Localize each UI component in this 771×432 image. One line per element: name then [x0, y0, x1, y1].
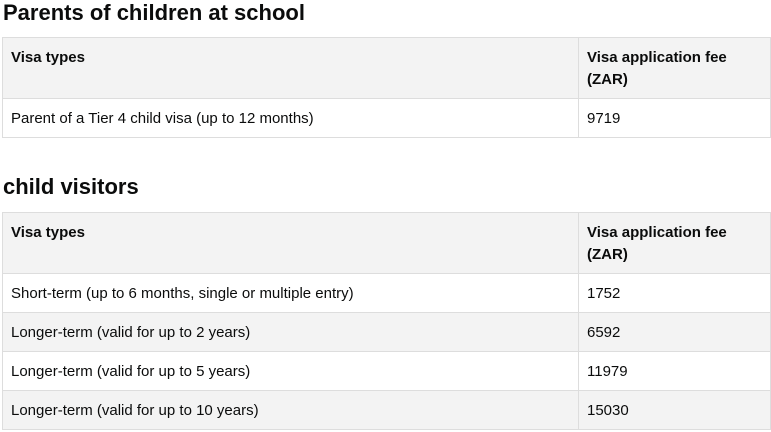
fee-cell: 15030	[578, 390, 771, 430]
section-title-parents: Parents of children at school	[3, 0, 305, 25]
section-title-child-visitors: child visitors	[3, 174, 139, 199]
table-row: Longer-term (valid for up to 5 years) 11…	[2, 351, 771, 391]
fee-cell: 1752	[578, 273, 771, 313]
fee-cell: 6592	[578, 312, 771, 352]
table-row: Parent of a Tier 4 child visa (up to 12 …	[2, 98, 771, 138]
fees-table-parents: Visa types Visa application fee (ZAR) Pa…	[2, 37, 771, 138]
visa-type-cell: Short-term (up to 6 months, single or mu…	[2, 273, 579, 313]
table-row: Longer-term (valid for up to 10 years) 1…	[2, 390, 771, 430]
column-header-visa-types: Visa types	[2, 37, 579, 99]
visa-type-cell: Longer-term (valid for up to 5 years)	[2, 351, 579, 391]
column-header-fee: Visa application fee (ZAR)	[578, 37, 771, 99]
fee-cell: 11979	[578, 351, 771, 391]
table-row: Short-term (up to 6 months, single or mu…	[2, 273, 771, 313]
visa-type-cell: Longer-term (valid for up to 10 years)	[2, 390, 579, 430]
visa-type-cell: Parent of a Tier 4 child visa (up to 12 …	[2, 98, 579, 138]
table-header-row: Visa types Visa application fee (ZAR)	[2, 37, 771, 99]
table-row: Longer-term (valid for up to 2 years) 65…	[2, 312, 771, 352]
column-header-fee: Visa application fee (ZAR)	[578, 212, 771, 274]
table-header-row: Visa types Visa application fee (ZAR)	[2, 212, 771, 274]
fees-table-child-visitors: Visa types Visa application fee (ZAR) Sh…	[2, 212, 771, 430]
fee-cell: 9719	[578, 98, 771, 138]
visa-type-cell: Longer-term (valid for up to 2 years)	[2, 312, 579, 352]
column-header-visa-types: Visa types	[2, 212, 579, 274]
